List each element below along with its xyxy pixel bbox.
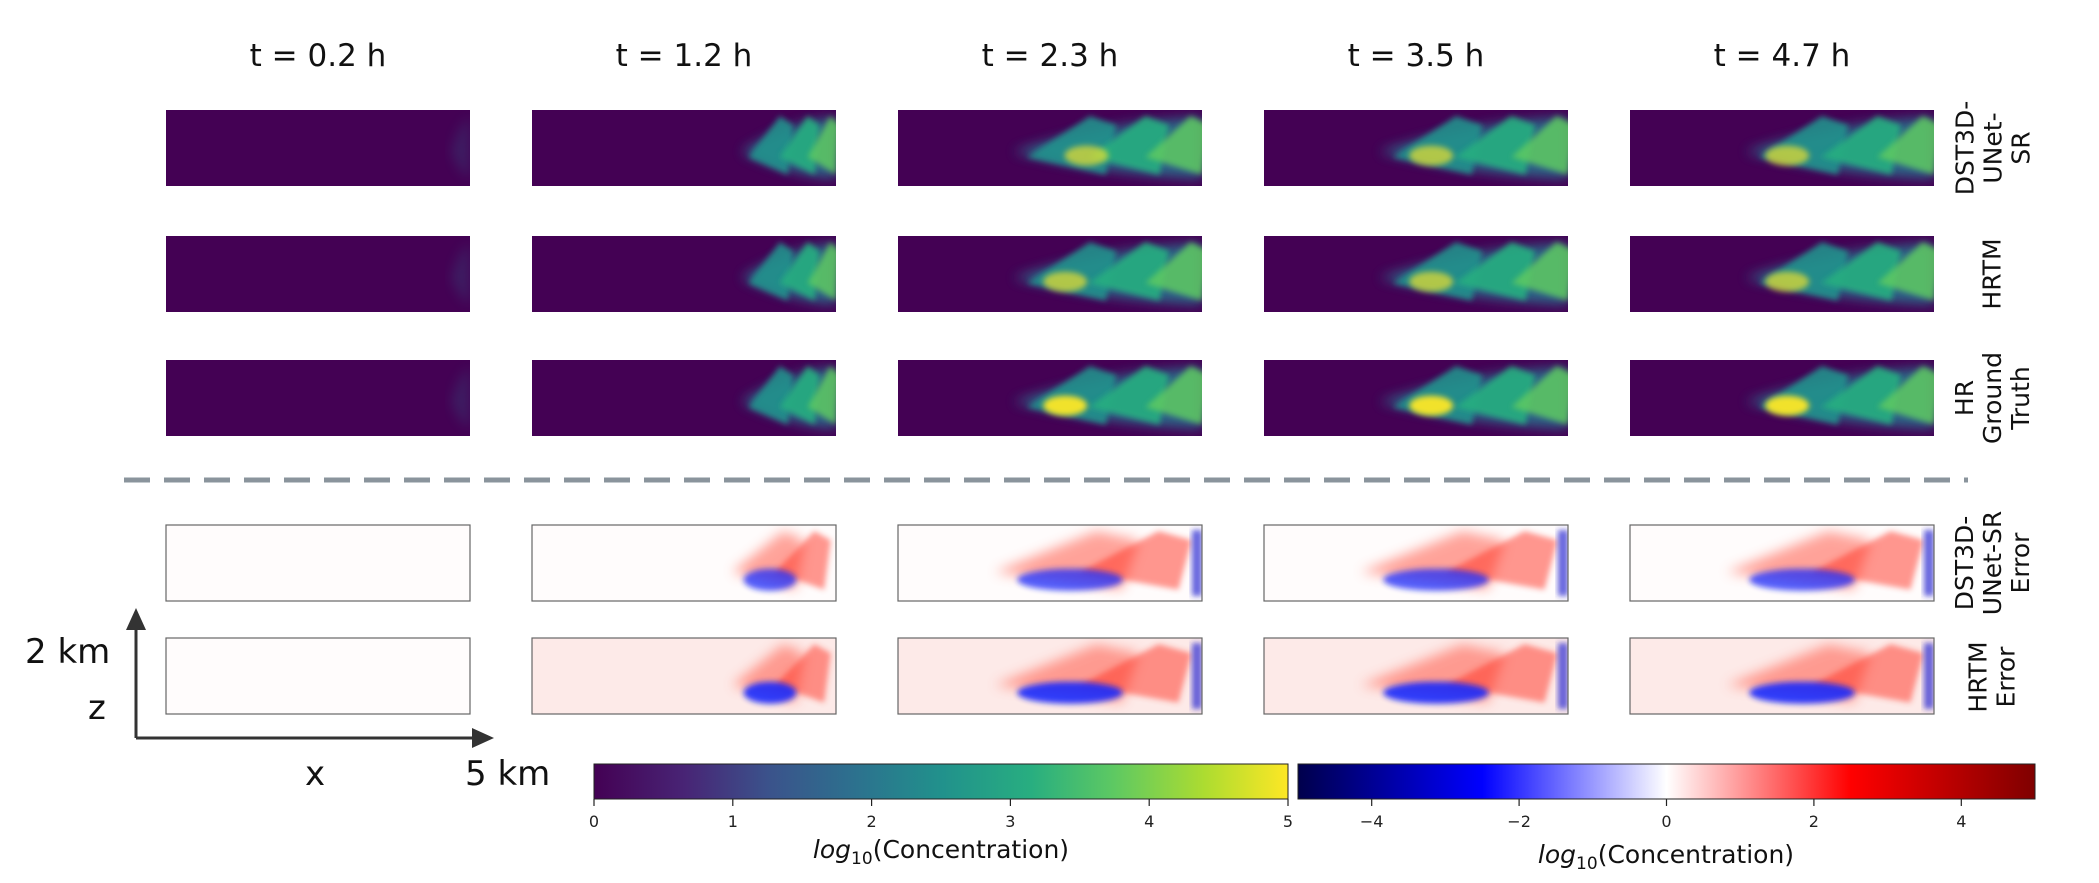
colorbar-error-tick-label: 0	[1661, 812, 1671, 831]
panel-frame	[1263, 637, 1569, 715]
row-label-dst3d: DST3D- UNet- SR	[1949, 100, 2035, 196]
panel-r1-c4	[1264, 110, 1568, 186]
panel-frame	[897, 637, 1203, 715]
panel-r3-c2	[532, 360, 836, 436]
x-axis-label: x	[305, 754, 326, 794]
panel-r2-c5	[1630, 236, 1934, 312]
panel-frame	[1263, 524, 1569, 602]
row-label-hrtm: HRTM	[1977, 238, 2007, 310]
panel-frame	[531, 637, 837, 715]
panel-r5-c2	[531, 637, 837, 715]
row-label-hrtm-error: HRTM Error	[1963, 641, 2021, 713]
colorbar-error	[1297, 763, 2036, 800]
panel-r2-c4	[1264, 236, 1568, 312]
panel-background	[166, 525, 470, 601]
column-title-3: t = 2.3 h	[981, 38, 1119, 74]
axis-arrows	[126, 608, 494, 748]
panel-r3-c4	[1264, 360, 1568, 436]
panel-frame	[531, 524, 837, 602]
colorbar-error-tick-label: −4	[1360, 812, 1384, 831]
panel-r1-c5	[1630, 110, 1934, 186]
panel-r2-c3	[898, 236, 1202, 312]
colorbar-concentration-tick-label: 5	[1283, 812, 1293, 831]
panel-r5-c5	[1629, 637, 1935, 715]
z-scale-label: 2 km	[25, 632, 111, 672]
panel-r4-c1	[165, 524, 471, 602]
colorbar-concentration-tick-label: 0	[589, 812, 599, 831]
panel-frame	[165, 524, 471, 602]
panel-r1-c1	[166, 110, 470, 186]
panel-background	[166, 236, 470, 312]
colorbar-concentration-title: log10(Concentration)	[812, 835, 1070, 869]
z-arrow-head	[126, 608, 146, 630]
x-scale-label: 5 km	[465, 754, 551, 794]
panel-background	[166, 638, 470, 714]
panel-r1-c2	[532, 110, 836, 186]
panel-r4-c4	[1263, 524, 1569, 602]
colorbar-concentration-tick-label: 2	[867, 812, 877, 831]
column-title-2: t = 1.2 h	[615, 38, 753, 74]
panel-r4-c5	[1629, 524, 1935, 602]
colorbar-error-title: log10(Concentration)	[1537, 840, 1795, 874]
colorbar-error-tick-label: −2	[1507, 812, 1531, 831]
panel-r3-c1	[166, 360, 470, 436]
row-label-ground-truth: HR Ground Truth	[1950, 352, 2035, 444]
panel-frame	[897, 524, 1203, 602]
z-axis-label: z	[88, 688, 106, 728]
column-title-1: t = 0.2 h	[249, 38, 387, 74]
panel-r5-c4	[1263, 637, 1569, 715]
colorbar-concentration-tick-label: 4	[1144, 812, 1154, 831]
panel-background	[166, 110, 470, 186]
panel-r4-c2	[531, 524, 837, 602]
x-arrow-head	[472, 728, 494, 748]
panel-frame	[165, 637, 471, 715]
panel-r4-c3	[897, 524, 1203, 602]
colorbar-concentration-tick-label: 1	[728, 812, 738, 831]
column-title-5: t = 4.7 h	[1713, 38, 1851, 74]
panel-frame	[1629, 524, 1935, 602]
colorbar-concentration-tick-label: 3	[1005, 812, 1015, 831]
row-label-dst3d-error: DST3D- UNet-SR Error	[1949, 510, 2035, 616]
colorbar-error-tick-label: 4	[1956, 812, 1966, 831]
colorbar-concentration	[593, 763, 1289, 800]
panel-r3-c5	[1630, 360, 1934, 436]
panel-r5-c3	[897, 637, 1203, 715]
panel-r3-c3	[898, 360, 1202, 436]
panel-r1-c3	[898, 110, 1202, 186]
panel-r2-c2	[532, 236, 836, 312]
panel-r2-c1	[166, 236, 470, 312]
panel-frame	[1629, 637, 1935, 715]
column-title-4: t = 3.5 h	[1347, 38, 1485, 74]
panel-r5-c1	[165, 637, 471, 715]
colorbar-error-tick-label: 2	[1809, 812, 1819, 831]
panel-background	[166, 360, 470, 436]
